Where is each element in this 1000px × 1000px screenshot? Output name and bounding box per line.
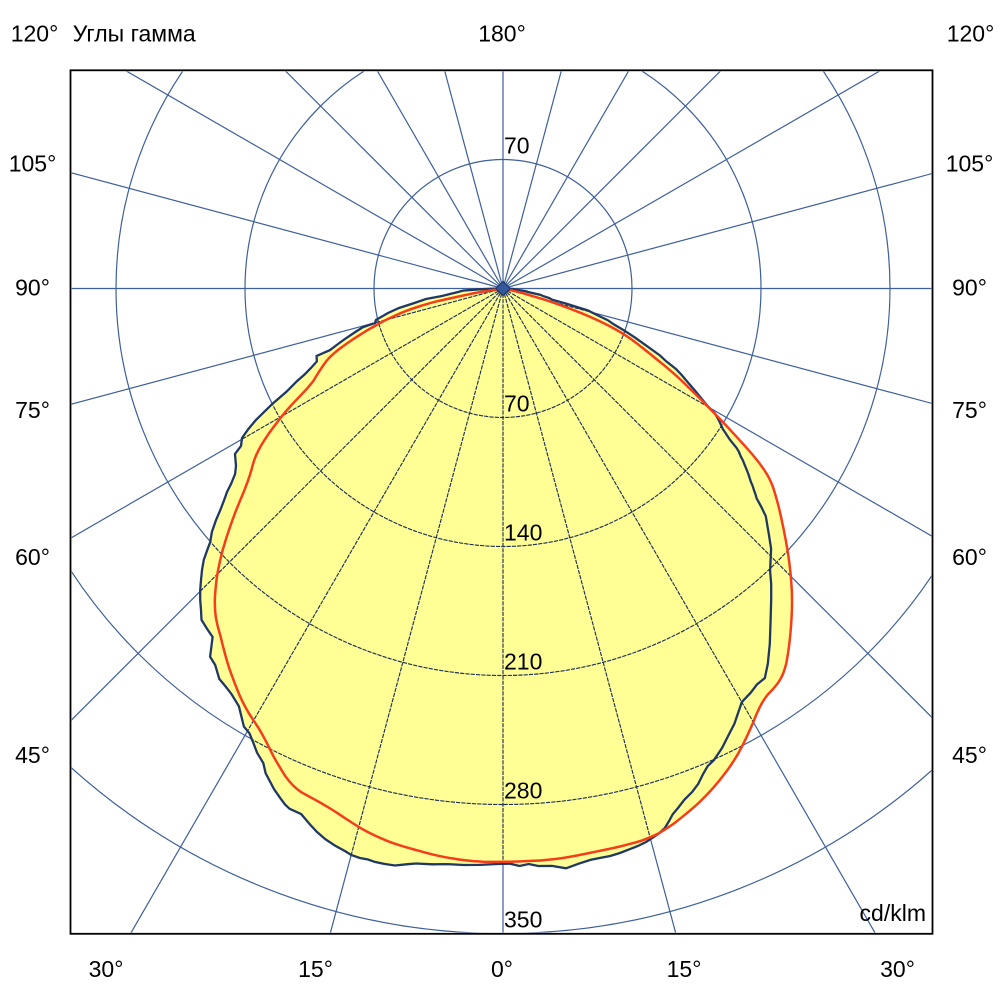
svg-text:105°: 105° bbox=[9, 150, 57, 176]
svg-text:70: 70 bbox=[504, 133, 530, 159]
svg-text:75°: 75° bbox=[952, 397, 987, 423]
svg-text:210: 210 bbox=[504, 649, 542, 675]
svg-text:30°: 30° bbox=[880, 956, 915, 982]
svg-text:Углы гамма: Углы гамма bbox=[73, 21, 196, 47]
svg-text:45°: 45° bbox=[952, 742, 987, 768]
svg-text:60°: 60° bbox=[15, 544, 50, 570]
svg-text:140: 140 bbox=[504, 520, 542, 546]
svg-text:350: 350 bbox=[504, 907, 542, 933]
svg-text:cd/klm: cd/klm bbox=[860, 900, 926, 926]
svg-text:180°: 180° bbox=[478, 21, 526, 47]
svg-text:120°: 120° bbox=[947, 21, 995, 47]
svg-text:280: 280 bbox=[504, 778, 542, 804]
svg-text:15°: 15° bbox=[298, 956, 333, 982]
svg-text:70: 70 bbox=[504, 391, 530, 417]
svg-text:15°: 15° bbox=[667, 956, 702, 982]
svg-text:60°: 60° bbox=[952, 544, 987, 570]
svg-text:30°: 30° bbox=[89, 956, 124, 982]
svg-text:45°: 45° bbox=[15, 742, 50, 768]
svg-text:75°: 75° bbox=[15, 397, 50, 423]
svg-text:105°: 105° bbox=[946, 150, 994, 176]
svg-text:90°: 90° bbox=[952, 275, 987, 301]
svg-text:0°: 0° bbox=[491, 956, 513, 982]
svg-text:120°: 120° bbox=[11, 21, 59, 47]
svg-text:90°: 90° bbox=[15, 275, 50, 301]
